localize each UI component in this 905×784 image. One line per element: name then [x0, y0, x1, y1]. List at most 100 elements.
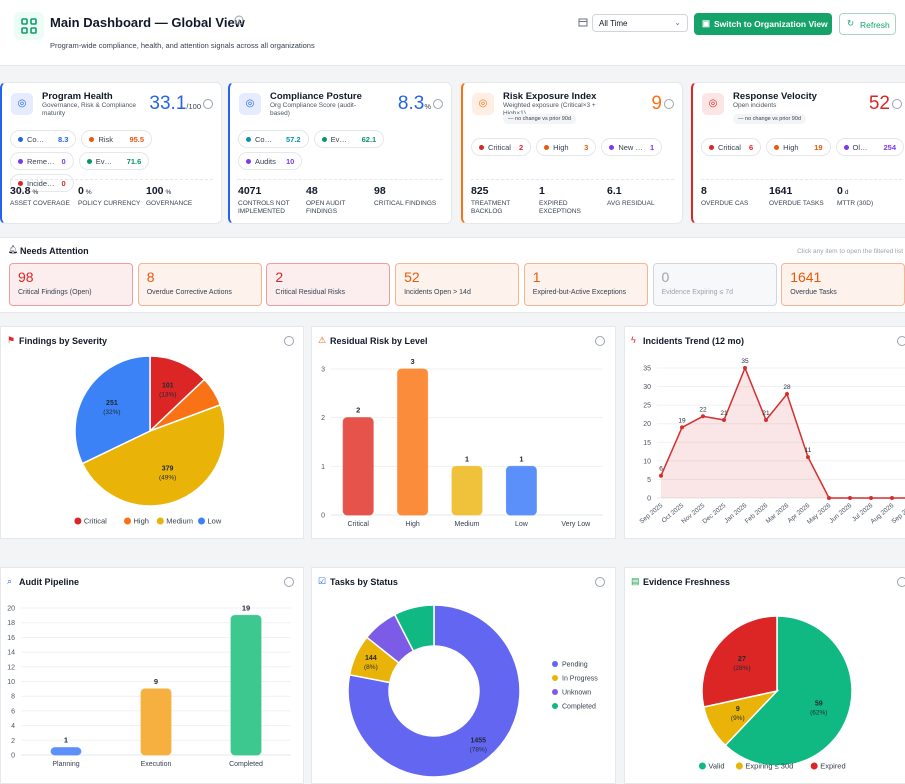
x-tick-label: Very Low [561, 521, 591, 528]
bar-value-label: 9 [154, 677, 158, 686]
pill-value: 0 [61, 178, 66, 188]
data-point [827, 496, 831, 500]
header: Main Dashboard — Global View Program-wid… [0, 0, 905, 66]
divider [10, 179, 213, 180]
pill-value: 254 [883, 142, 897, 152]
info-icon [664, 99, 674, 109]
donut-slice [347, 604, 521, 778]
attention-item[interactable]: 2 Critical Residual Risks [266, 263, 391, 306]
info-icon [203, 99, 213, 109]
data-point [680, 425, 684, 430]
legend-label: Unknown [562, 690, 591, 697]
chevron: ⌄ [674, 18, 681, 27]
slice-value-label: 144 [365, 655, 377, 662]
legend-label: Low [208, 517, 222, 526]
attention-count: 98 [18, 269, 34, 285]
pill-value: 3 [584, 142, 589, 152]
attention-count: 8 [146, 269, 155, 285]
card-icon: ◎ [239, 93, 261, 115]
bar [342, 417, 374, 516]
metric-pill[interactable]: Audits 10 [238, 152, 303, 170]
slice-percent-label: (78%) [470, 747, 487, 754]
attention-label: Critical Findings (Open) [18, 289, 92, 296]
metric-pill[interactable]: Ev… 71.6 [78, 152, 150, 170]
y-tick-label: 10 [7, 679, 15, 686]
stat-value: 8 [701, 185, 707, 197]
pill-dot [18, 158, 23, 164]
bar [140, 688, 172, 756]
chart-icon: ☑ [318, 576, 327, 586]
switch-view-button[interactable]: ▣ Switch to Organization View [694, 13, 832, 35]
metric-pill[interactable]: High 3 [536, 138, 597, 156]
chart-canvas: 1455 (78%) 144 (8%) Pending In Progress Unknow… [347, 604, 598, 778]
legend-swatch [198, 517, 205, 525]
kpi-value-box: 33.1/100 [149, 93, 201, 115]
info-icon [284, 336, 294, 346]
attention-label: Overdue Tasks [790, 289, 837, 296]
metric-pill[interactable]: New … 1 [601, 138, 663, 156]
bell-icon: 🔔︎ [8, 245, 19, 254]
bar-value-label: 1 [519, 454, 523, 463]
pie-slice [701, 615, 778, 708]
slice-percent-label: (49%) [159, 474, 176, 481]
stat-label: MTTR (30D) [837, 200, 874, 207]
stat-label: OPEN AUDIT FINDINGS [306, 200, 346, 215]
stat-value: 100 [146, 185, 164, 197]
metric-pill[interactable]: Co… 57.2 [238, 130, 309, 148]
period-value: All Time [599, 19, 628, 28]
attention-count: 1 [532, 269, 541, 285]
legend-swatch [735, 762, 743, 770]
section-hint: Click any item to open the filtered list [797, 248, 903, 255]
metric-pill[interactable]: Co… 8.3 [10, 130, 77, 148]
card-subtitle: Governance, Risk & Compliance maturity [42, 102, 136, 117]
pill-dot [246, 136, 251, 142]
stat-value: 98 [374, 185, 386, 197]
info-icon [892, 99, 902, 109]
x-tick-label: Completed [229, 761, 263, 768]
chart-canvas: 0 1 2 3 Critical 2 High 3 Medium 1 Low 1 Very Low [321, 357, 603, 528]
data-point [722, 418, 726, 422]
refresh-button[interactable]: ↻ Refresh [839, 13, 896, 35]
y-tick-label: 0 [321, 513, 325, 520]
data-point [890, 496, 894, 500]
stat-value: 1641 [769, 185, 793, 197]
attention-item[interactable]: 0 Evidence Expiring ≤ 7d [652, 263, 777, 306]
slice-value-label: 251 [106, 400, 118, 407]
info-icon [234, 15, 244, 25]
kpi-card: ◎ Risk Exposure Index Weighted exposure (C… [461, 82, 683, 224]
chart-title: Audit Pipeline [19, 577, 80, 587]
metric-pill[interactable]: High 19 [766, 138, 831, 156]
slice-value-label: 59 [815, 701, 823, 708]
attention-label: Incidents Open > 14d [404, 289, 471, 296]
attention-item[interactable]: 52 Incidents Open > 14d [395, 263, 520, 306]
chart-canvas: 0 2 4 6 8 10 12 14 16 18 20 Planning 1 Execution 9 Comp… [7, 603, 291, 768]
metric-pill[interactable]: Critical 6 [701, 138, 762, 156]
metric-pill[interactable]: Critical 2 [471, 138, 532, 156]
chart-panel: ϟ Incidents Trend (12 mo) 0 5 10 15 20 25 30 35 6 S… [624, 326, 905, 539]
stat-value-row: 6.1 [607, 185, 673, 197]
chart-panel: ▤ Evidence Freshness 59 (62%) 9 (9%) 27 (28%) Va… [624, 567, 905, 784]
x-tick-label: Critical [348, 521, 370, 528]
metric-pill[interactable]: Ev… 62.1 [313, 130, 385, 148]
period-select[interactable]: All Time ⌄ [592, 14, 688, 32]
metric-pill[interactable]: Risk 95.5 [81, 130, 153, 148]
metric-pill[interactable]: Ol… 254 [835, 138, 905, 156]
stat: 825 TREATMENT BACKLOG [471, 185, 537, 215]
info-icon [595, 336, 605, 346]
metric-pill[interactable]: Incide… 0 [10, 174, 74, 192]
point-value-label: 19 [678, 417, 686, 424]
attention-item[interactable]: 1641 Overdue Tasks [781, 263, 905, 306]
chart-title: Tasks by Status [330, 577, 398, 587]
attention-label: Evidence Expiring ≤ 7d [661, 289, 734, 296]
slice-percent-label: (28%) [733, 665, 750, 672]
kpi-value: 8.3 [397, 93, 425, 114]
metric-pill[interactable]: Reme… 0 [10, 152, 74, 170]
slice-percent-label: (9%) [731, 715, 745, 722]
point-value-label: 35 [741, 358, 749, 365]
attention-item[interactable]: 1 Expired-but-Active Exceptions [523, 263, 648, 306]
attention-count: 1641 [790, 269, 822, 285]
data-point [848, 496, 852, 500]
attention-item[interactable]: 98 Critical Findings (Open) [9, 263, 133, 306]
attention-item[interactable]: 8 Overdue Corrective Actions [137, 263, 262, 306]
